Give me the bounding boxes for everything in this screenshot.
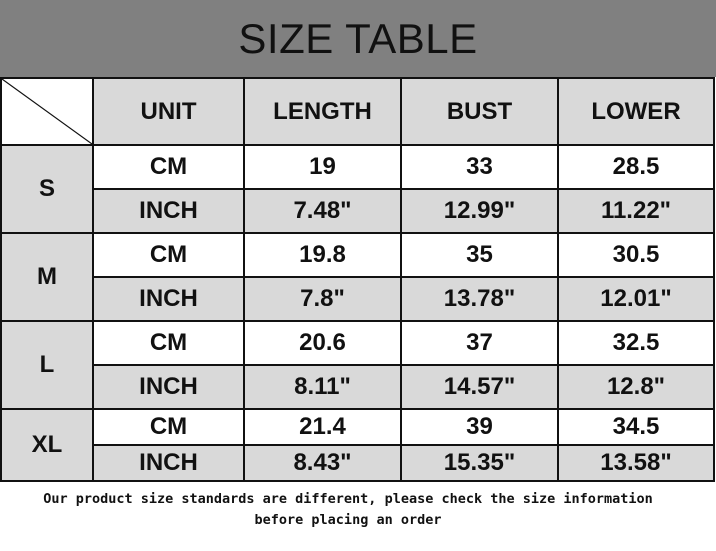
unit-cell: INCH — [92, 188, 245, 234]
value-cell: 19 — [243, 144, 402, 190]
size-note: Our product size standards are different… — [0, 489, 696, 531]
value-cell: 7.48" — [243, 188, 402, 234]
size-label: M — [0, 232, 94, 322]
value-cell: 28.5 — [557, 144, 715, 190]
diagonal-line — [2, 79, 92, 144]
value-cell: 30.5 — [557, 232, 715, 278]
table-row: INCH 7.48" 12.99" 11.22" — [1, 188, 715, 234]
table-row: INCH 7.8" 13.78" 12.01" — [1, 276, 715, 322]
value-cell: 8.43" — [243, 444, 402, 482]
note-line-2: before placing an order — [254, 512, 442, 528]
size-label: XL — [0, 408, 94, 482]
corner-cell — [0, 77, 94, 146]
value-cell: 35 — [400, 232, 559, 278]
table-row: S CM 19 33 28.5 — [0, 144, 715, 234]
value-cell: 37 — [400, 320, 559, 366]
unit-cell: CM — [92, 320, 245, 366]
value-cell: 19.8 — [243, 232, 402, 278]
header-length: LENGTH — [243, 77, 402, 146]
value-cell: 13.58" — [557, 444, 715, 482]
size-label: L — [0, 320, 94, 410]
page-title: SIZE TABLE — [0, 0, 716, 77]
value-cell: 12.8" — [557, 364, 715, 410]
value-cell: 32.5 — [557, 320, 715, 366]
value-cell: 39 — [400, 408, 559, 446]
value-cell: 12.99" — [400, 188, 559, 234]
table-row: XL CM 21.4 39 34.5 — [0, 408, 715, 482]
value-cell: 33 — [400, 144, 559, 190]
value-cell: 12.01" — [557, 276, 715, 322]
value-cell: 8.11" — [243, 364, 402, 410]
header-bust: BUST — [400, 77, 559, 146]
size-table: UNIT LENGTH BUST LOWER S CM 19 33 28.5 INCH 7.… — [0, 77, 715, 482]
unit-cell: CM — [92, 144, 245, 190]
value-cell: 7.8" — [243, 276, 402, 322]
unit-cell: CM — [92, 232, 245, 278]
unit-cell: INCH — [92, 444, 245, 482]
note-line-1: Our product size standards are different… — [43, 491, 653, 507]
value-cell: 15.35" — [400, 444, 559, 482]
table-row: L CM 20.6 37 32.5 — [0, 320, 715, 410]
header-lower: LOWER — [557, 77, 715, 146]
table-row: M CM 19.8 35 30.5 — [0, 232, 715, 322]
value-cell: 11.22" — [557, 188, 715, 234]
table-row: INCH 8.43" 15.35" 13.58" — [1, 444, 715, 482]
value-cell: 20.6 — [243, 320, 402, 366]
header-row: UNIT LENGTH BUST LOWER — [0, 77, 715, 146]
value-cell: 21.4 — [243, 408, 402, 446]
unit-cell: CM — [92, 408, 245, 446]
size-label: S — [0, 144, 94, 234]
table-row: INCH 8.11" 14.57" 12.8" — [1, 364, 715, 410]
unit-cell: INCH — [92, 276, 245, 322]
value-cell: 14.57" — [400, 364, 559, 410]
unit-cell: INCH — [92, 364, 245, 410]
value-cell: 13.78" — [400, 276, 559, 322]
header-unit: UNIT — [92, 77, 245, 146]
value-cell: 34.5 — [557, 408, 715, 446]
